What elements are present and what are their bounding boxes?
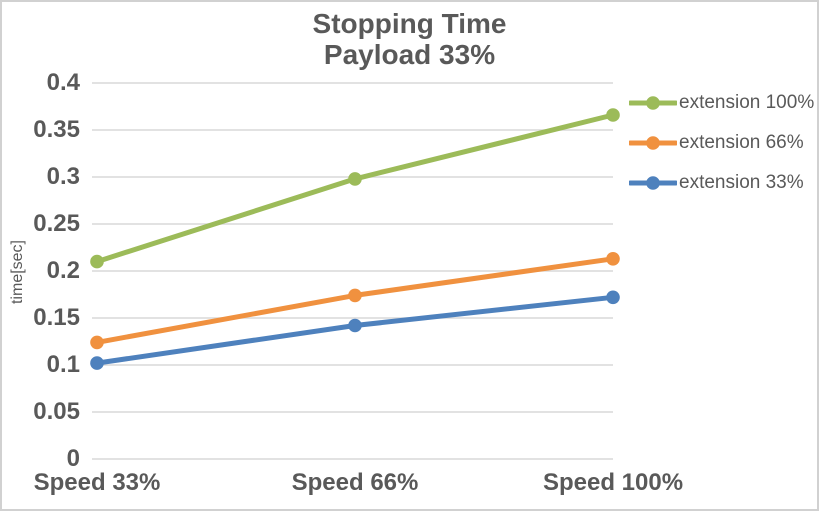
y-tick-label: 0.25 bbox=[33, 210, 80, 237]
data-point-marker-extension-100 bbox=[90, 254, 104, 269]
y-tick-label: 0.15 bbox=[33, 304, 80, 331]
chart-title: Stopping Time Payload 33% bbox=[2, 8, 817, 70]
chart-title-line-2: Payload 33% bbox=[323, 39, 496, 70]
y-tick-label: 0.35 bbox=[33, 116, 80, 143]
chart-title-line-1: Stopping Time bbox=[312, 8, 507, 39]
legend-label: extension 33% bbox=[679, 171, 804, 193]
data-point-marker-extension-33 bbox=[606, 290, 620, 305]
legend-marker-extension-66 bbox=[629, 135, 677, 150]
data-point-marker-extension-100 bbox=[606, 108, 620, 122]
legend-label: extension 66% bbox=[679, 131, 804, 153]
data-point-marker-extension-66 bbox=[90, 335, 104, 350]
y-tick-label: 0.1 bbox=[46, 351, 80, 378]
data-point-marker-extension-66 bbox=[348, 288, 362, 303]
legend-marker-extension-100 bbox=[629, 95, 677, 110]
legend-marker-extension-33 bbox=[629, 175, 677, 190]
data-point-marker-extension-33 bbox=[90, 356, 104, 370]
x-tick-label-speed-33: Speed 33% bbox=[33, 469, 161, 496]
y-tick-label: 0.2 bbox=[46, 257, 80, 284]
y-tick-label: 0.4 bbox=[46, 69, 80, 96]
data-point-marker-extension-33 bbox=[348, 318, 362, 333]
legend-item-extension-100: extension 100% bbox=[629, 90, 814, 115]
data-point-marker-extension-66 bbox=[606, 251, 620, 266]
series-line-extension-100 bbox=[94, 112, 616, 265]
x-tick-label-speed-66: Speed 66% bbox=[291, 469, 419, 496]
data-point-marker-extension-100 bbox=[348, 172, 362, 186]
x-tick-label-speed-100: Speed 100% bbox=[542, 469, 684, 496]
y-tick-label: 0 bbox=[66, 445, 80, 472]
y-tick-label: 0.3 bbox=[46, 163, 80, 190]
legend-item-extension-66: extension 66% bbox=[629, 130, 804, 155]
y-tick-label: 0.05 bbox=[33, 398, 80, 425]
legend-item-extension-33: extension 33% bbox=[629, 170, 804, 195]
legend-label: extension 100% bbox=[679, 91, 815, 113]
